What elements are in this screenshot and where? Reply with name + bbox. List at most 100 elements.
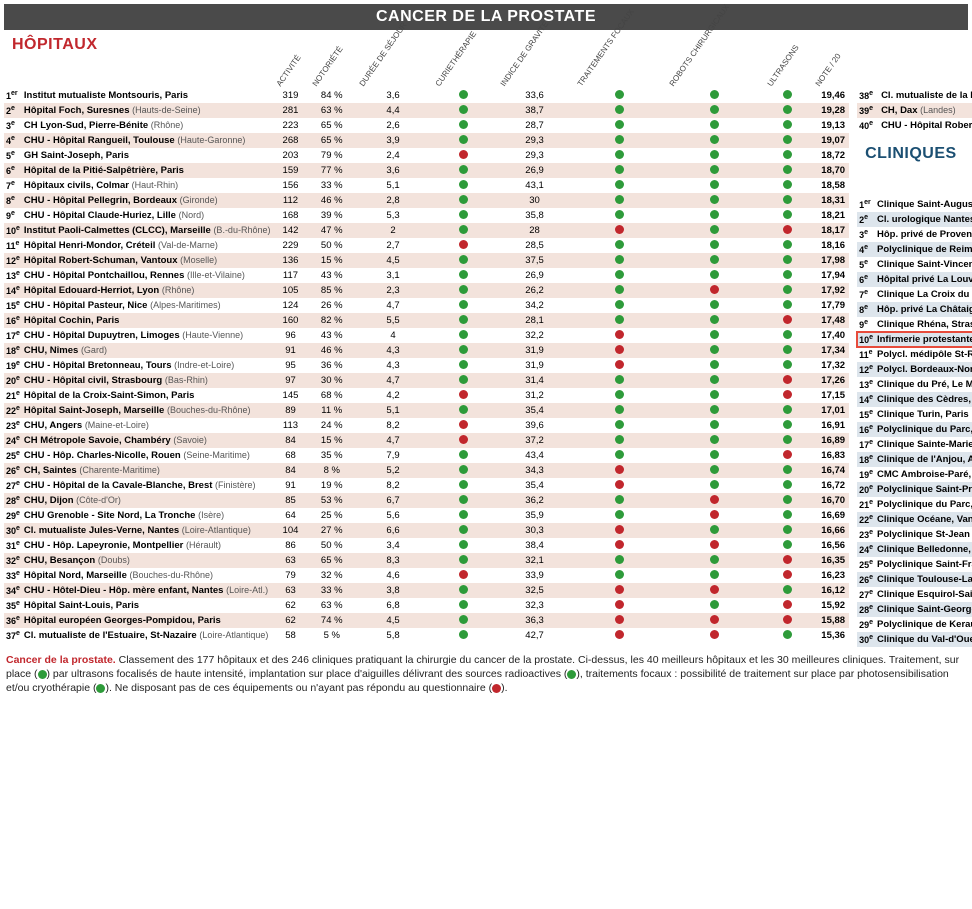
red-dot-icon <box>615 540 624 549</box>
table-row: 19e CMC Ambroise-Paré, Neuilly-sur-Seine… <box>857 467 972 482</box>
table-row: 31e CHU - Hôp. Lapeyronie, Montpellier (… <box>4 538 849 553</box>
green-dot-icon <box>459 465 468 474</box>
activity: 268 <box>272 133 308 148</box>
ultrasound <box>763 148 811 163</box>
rank: 17e <box>857 437 875 452</box>
activity: 91 <box>272 478 308 493</box>
robot <box>665 223 763 238</box>
establishment-name: Hôpital Henri-Mondor, Créteil (Val-de-Ma… <box>22 238 273 253</box>
stay-duration: 3,6 <box>355 163 431 178</box>
table-row: 16e Hôpital Cochin, Paris 160 82 % 5,5 2… <box>4 313 849 328</box>
focal <box>573 373 665 388</box>
focal <box>573 388 665 403</box>
curie <box>431 253 496 268</box>
stay-duration: 5,6 <box>355 508 431 523</box>
establishment-name: Hôpital de la Pitié-Salpêtrière, Paris <box>22 163 273 178</box>
establishment-name: Institut mutualiste Montsouris, Paris <box>22 88 273 103</box>
green-dot-icon <box>459 495 468 504</box>
robot <box>665 163 763 178</box>
activity: 113 <box>272 418 308 433</box>
rank: 13e <box>857 377 875 392</box>
score: 16,56 <box>811 538 849 553</box>
col-header: ACTIVITÉ <box>275 53 303 88</box>
red-dot-icon <box>710 585 719 594</box>
activity: 62 <box>272 598 308 613</box>
stay-duration: 2,6 <box>355 118 431 133</box>
stay-duration: 4,3 <box>355 358 431 373</box>
score: 17,94 <box>811 268 849 283</box>
table-row: 11e Polycl. médipôle St-Roch, Cabestany … <box>857 347 972 362</box>
robot <box>665 493 763 508</box>
stay-duration: 4,7 <box>355 298 431 313</box>
stay-duration: 8,2 <box>355 418 431 433</box>
rank: 24e <box>857 542 875 557</box>
curie <box>431 298 496 313</box>
curie <box>431 463 496 478</box>
right-column: ACTIVITÉNOTORIÉTÉDURÉE DE SÉJOURCURIETHÉ… <box>857 30 972 647</box>
red-dot-icon <box>615 330 624 339</box>
page: CANCER DE LA PROSTATE HÔPITAUXACTIVITÉNO… <box>4 4 968 702</box>
rank: 13e <box>4 268 22 283</box>
table-row: 9e Clinique Rhéna, Strasbourg (Bas-Rhin)… <box>857 317 972 332</box>
col-header: NOTORIÉTÉ <box>311 45 345 88</box>
rank: 35e <box>4 598 22 613</box>
notoriety: 46 % <box>308 343 355 358</box>
green-dot-icon <box>783 345 792 354</box>
rank: 22e <box>857 512 875 527</box>
curie <box>431 433 496 448</box>
green-dot-icon <box>459 480 468 489</box>
table-row: 8e Hôp. privé La Châtaigneraie, Beaumont… <box>857 302 972 317</box>
rank: 38e <box>857 88 879 103</box>
rank: 4e <box>4 133 22 148</box>
red-dot-icon <box>710 630 719 639</box>
establishment-name: Hôpital Foch, Suresnes (Hauts-de-Seine) <box>22 103 273 118</box>
focal <box>573 88 665 103</box>
score: 16,83 <box>811 448 849 463</box>
rank: 18e <box>857 452 875 467</box>
curie <box>431 388 496 403</box>
curie <box>431 103 496 118</box>
table-row: 8e CHU - Hôpital Pellegrin, Bordeaux (Gi… <box>4 193 849 208</box>
table-row: 25e CHU - Hôp. Charles-Nicolle, Rouen (S… <box>4 448 849 463</box>
robot <box>665 118 763 133</box>
rank: 21e <box>857 497 875 512</box>
gravity: 30 <box>496 193 573 208</box>
establishment-name: CHU - Hôpital civil, Strasbourg (Bas-Rhi… <box>22 373 273 388</box>
notoriety: 63 % <box>308 103 355 118</box>
notoriety: 26 % <box>308 298 355 313</box>
focal <box>573 343 665 358</box>
red-dot-icon <box>615 225 624 234</box>
green-dot-icon <box>459 360 468 369</box>
curie <box>431 418 496 433</box>
gravity: 33,9 <box>496 568 573 583</box>
red-dot-icon <box>615 465 624 474</box>
stay-duration: 2 <box>355 223 431 238</box>
notoriety: 32 % <box>308 568 355 583</box>
green-dot-icon <box>710 405 719 414</box>
establishment-name: GH Saint-Joseph, Paris <box>22 148 273 163</box>
establishment-name: Clinique Saint-George, Nice (Alpes-Marit… <box>875 602 972 617</box>
ultrasound <box>763 568 811 583</box>
establishment-name: Clinique du Pré, Le Mans (Sarthe) <box>875 377 972 392</box>
table-row: 11e Hôpital Henri-Mondor, Créteil (Val-d… <box>4 238 849 253</box>
green-dot-icon <box>783 90 792 99</box>
activity: 63 <box>272 553 308 568</box>
red-dot-icon <box>459 390 468 399</box>
focal <box>573 628 665 643</box>
red-dot-icon <box>492 684 501 693</box>
rank: 5e <box>4 148 22 163</box>
establishment-name: Cl. mutualiste Jules-Verne, Nantes (Loir… <box>22 523 273 538</box>
green-dot-icon <box>783 210 792 219</box>
rank: 8e <box>857 302 875 317</box>
table-row: 2e Cl. urologique Nantes-Atlantis, St-He… <box>857 212 972 227</box>
green-dot-icon <box>459 450 468 459</box>
score: 16,12 <box>811 583 849 598</box>
stay-duration: 8,2 <box>355 478 431 493</box>
gravity: 29,3 <box>496 148 573 163</box>
ultrasound <box>763 298 811 313</box>
stay-duration: 4,6 <box>355 568 431 583</box>
score: 17,34 <box>811 343 849 358</box>
green-dot-icon <box>783 180 792 189</box>
table-row: 23e CHU, Angers (Maine-et-Loire) 113 24 … <box>4 418 849 433</box>
red-dot-icon <box>459 435 468 444</box>
